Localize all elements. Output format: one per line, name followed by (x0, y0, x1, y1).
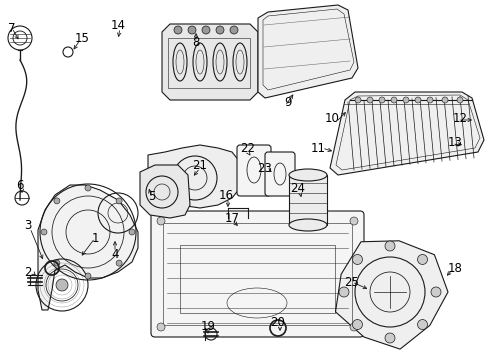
Ellipse shape (288, 219, 326, 231)
Circle shape (417, 320, 427, 329)
Text: 4: 4 (111, 248, 119, 261)
Circle shape (157, 217, 164, 225)
Circle shape (349, 323, 357, 331)
Circle shape (54, 260, 60, 266)
Circle shape (378, 97, 384, 103)
Circle shape (157, 323, 164, 331)
Text: 1: 1 (91, 231, 99, 244)
Circle shape (426, 97, 432, 103)
Ellipse shape (288, 169, 326, 181)
Text: 18: 18 (447, 261, 462, 274)
Circle shape (390, 97, 396, 103)
Circle shape (116, 260, 122, 266)
Circle shape (202, 26, 209, 34)
Circle shape (456, 97, 462, 103)
Circle shape (338, 287, 348, 297)
Circle shape (417, 255, 427, 265)
Text: 17: 17 (224, 212, 239, 225)
Text: 25: 25 (344, 275, 359, 288)
Polygon shape (148, 145, 242, 208)
Circle shape (384, 241, 394, 251)
Text: 24: 24 (290, 181, 305, 194)
Circle shape (352, 320, 362, 329)
Polygon shape (258, 5, 357, 98)
Text: 21: 21 (192, 158, 207, 171)
Circle shape (349, 217, 357, 225)
Text: 2: 2 (24, 266, 32, 279)
Text: 10: 10 (324, 112, 339, 125)
Circle shape (354, 97, 360, 103)
Text: 5: 5 (148, 189, 155, 202)
Text: 23: 23 (257, 162, 272, 175)
Text: 9: 9 (284, 95, 291, 108)
Circle shape (41, 229, 47, 235)
Circle shape (352, 255, 362, 265)
Polygon shape (162, 24, 258, 100)
Polygon shape (38, 185, 138, 310)
Circle shape (116, 198, 122, 204)
Circle shape (85, 273, 91, 279)
Text: 6: 6 (16, 179, 24, 192)
Circle shape (402, 97, 408, 103)
Text: 22: 22 (240, 141, 255, 154)
Circle shape (129, 229, 135, 235)
Circle shape (414, 97, 420, 103)
Text: 8: 8 (192, 36, 199, 49)
Text: 13: 13 (447, 135, 462, 149)
Circle shape (174, 26, 182, 34)
Circle shape (85, 185, 91, 191)
Text: 12: 12 (451, 112, 467, 125)
Bar (168, 38, 249, 88)
Text: 19: 19 (200, 320, 215, 333)
FancyBboxPatch shape (237, 145, 270, 196)
Text: 15: 15 (74, 32, 89, 45)
Bar (288, 175, 326, 225)
Polygon shape (335, 241, 447, 349)
Circle shape (216, 26, 224, 34)
Circle shape (441, 97, 447, 103)
Polygon shape (329, 92, 483, 175)
Bar (163, 223, 351, 325)
Circle shape (54, 198, 60, 204)
Bar (180, 245, 334, 313)
FancyBboxPatch shape (151, 211, 363, 337)
Text: 7: 7 (8, 22, 16, 35)
Circle shape (229, 26, 238, 34)
Text: 20: 20 (270, 315, 285, 328)
FancyBboxPatch shape (264, 152, 294, 196)
Circle shape (384, 333, 394, 343)
Text: 14: 14 (110, 18, 125, 32)
Circle shape (187, 26, 196, 34)
Text: 3: 3 (24, 219, 32, 231)
Circle shape (430, 287, 440, 297)
Text: 16: 16 (218, 189, 233, 202)
Text: 11: 11 (310, 141, 325, 154)
Circle shape (366, 97, 372, 103)
Polygon shape (140, 165, 190, 218)
Circle shape (56, 279, 68, 291)
